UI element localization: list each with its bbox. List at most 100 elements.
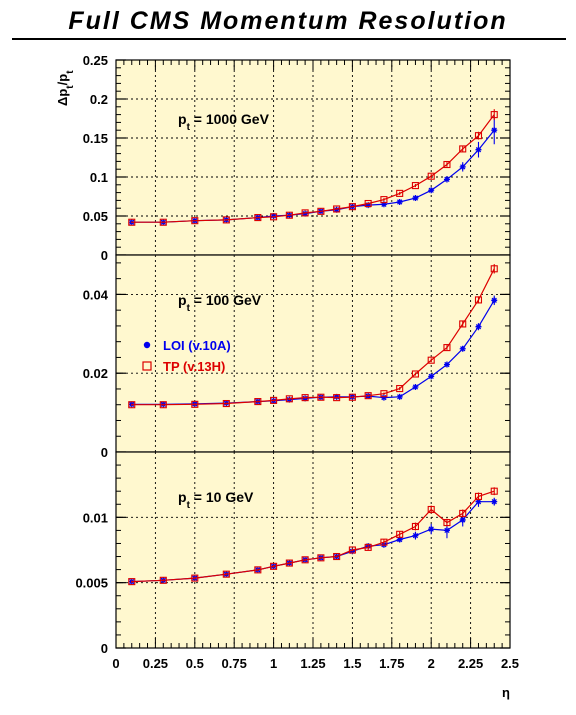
data-point — [427, 172, 435, 180]
data-point — [411, 522, 419, 531]
legend: LOI (v.10A) TP (v.13H) — [142, 338, 231, 374]
data-point — [428, 373, 435, 380]
data-point — [490, 265, 498, 273]
data-point — [285, 559, 293, 567]
data-point — [364, 543, 372, 551]
y-axis-label-text: Δpt/pt — [55, 70, 76, 106]
y-axis-label: Δpt/pt — [55, 70, 76, 106]
data-point — [490, 111, 498, 119]
legend-marker — [142, 361, 152, 371]
data-point — [459, 163, 466, 170]
data-point — [443, 361, 450, 368]
x-tick-label: 0 — [112, 656, 119, 671]
data-point — [254, 566, 262, 574]
grid-lines — [116, 452, 510, 648]
x-tick-label: 2 — [428, 656, 435, 671]
panel-background — [116, 452, 510, 648]
data-point — [270, 562, 278, 570]
data-point — [428, 526, 435, 533]
x-tick-label: 1 — [270, 656, 277, 671]
series-tp — [128, 109, 498, 226]
data-point — [380, 390, 388, 398]
y-tick-label: 0.15 — [83, 131, 108, 146]
data-point — [128, 401, 136, 409]
data-point — [474, 492, 483, 500]
data-point — [411, 182, 419, 190]
data-point — [380, 394, 387, 401]
data-point — [128, 578, 136, 586]
data-point — [270, 213, 278, 221]
data-point — [333, 394, 341, 402]
panel-background — [116, 60, 510, 255]
data-point — [301, 394, 309, 402]
data-point — [348, 203, 356, 211]
data-point — [191, 400, 199, 408]
y-tick-label: 0.02 — [83, 366, 108, 381]
y-tick-label: 0.25 — [83, 53, 108, 68]
data-point — [396, 393, 403, 400]
data-point — [443, 519, 451, 527]
data-point — [459, 345, 466, 352]
x-tick-label: 2.25 — [458, 656, 483, 671]
data-point — [474, 296, 483, 304]
data-point — [411, 370, 419, 378]
data-point — [159, 401, 167, 409]
panel-annotation: pt = 1000 GeV — [178, 111, 270, 133]
data-point — [317, 554, 325, 562]
data-point — [443, 176, 450, 183]
data-point — [348, 393, 356, 401]
data-point — [396, 198, 403, 205]
data-point — [443, 344, 451, 352]
data-point — [490, 487, 498, 495]
panel-3: 0 0.005 0.01 pt = 10 GeV — [75, 451, 511, 656]
data-point — [443, 527, 450, 534]
data-point — [348, 546, 356, 554]
data-point — [474, 132, 483, 140]
y-tick-label: 0 — [101, 248, 108, 263]
data-point — [428, 187, 435, 194]
data-point — [459, 145, 467, 153]
data-point — [222, 216, 230, 224]
data-point — [222, 399, 230, 408]
data-point — [159, 576, 167, 584]
data-point — [412, 195, 419, 202]
data-point — [270, 396, 278, 404]
data-point — [396, 530, 404, 538]
data-point — [285, 395, 293, 403]
x-tick-label: 1.75 — [379, 656, 404, 671]
data-point — [475, 498, 482, 505]
x-tick-label: 0.75 — [222, 656, 247, 671]
data-point — [475, 323, 482, 330]
y-tick-label: 0.005 — [75, 576, 108, 591]
data-point — [491, 127, 498, 134]
y-tick-label: 0 — [101, 641, 108, 656]
data-point — [491, 498, 498, 505]
data-point — [301, 556, 309, 564]
data-point — [301, 209, 309, 217]
x-axis-label: η — [502, 685, 510, 700]
x-tick-label: 0.25 — [143, 656, 168, 671]
data-point — [333, 205, 341, 213]
data-point — [491, 297, 498, 304]
panel-background — [116, 255, 510, 452]
data-point — [459, 516, 466, 523]
data-point — [364, 392, 372, 400]
x-tick-label: 0.5 — [186, 656, 204, 671]
y-tick-label: 0 — [101, 445, 108, 460]
legend-label: TP (v.13H) — [163, 359, 225, 374]
data-point — [254, 214, 262, 222]
plot-panels: 0 0.05 0.1 0.15 0.2 0.25 pt = 1000 GeV 0 0.02 0.0… — [75, 53, 511, 656]
data-point — [365, 202, 372, 209]
series-tp — [128, 264, 498, 409]
y-tick-label: 0.2 — [90, 92, 108, 107]
data-point — [396, 189, 404, 197]
data-point — [317, 393, 325, 401]
data-point — [427, 356, 435, 364]
series-tp — [128, 487, 498, 586]
data-point — [396, 385, 404, 393]
legend-marker — [143, 341, 151, 349]
data-point — [159, 218, 167, 226]
panel-annotation: pt = 100 GeV — [178, 292, 262, 314]
y-tick-label: 0.1 — [90, 170, 108, 185]
